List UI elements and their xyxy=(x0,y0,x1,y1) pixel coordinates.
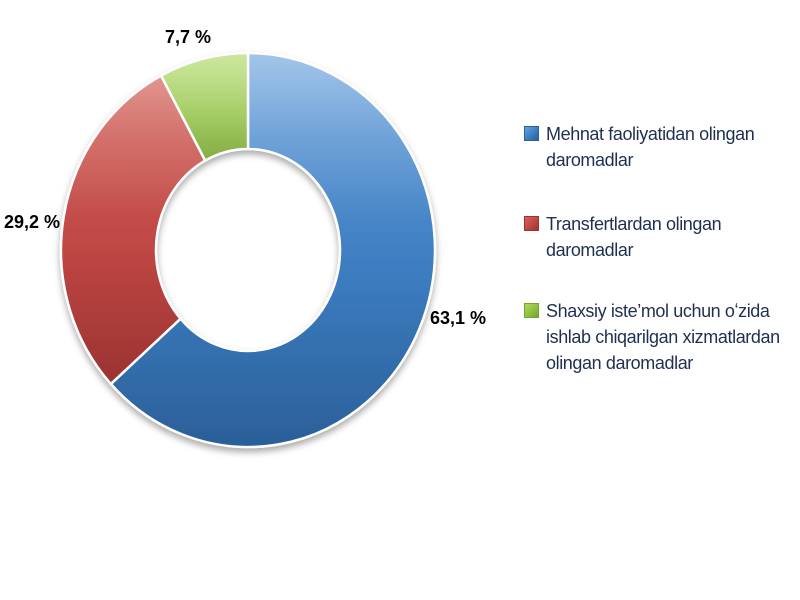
legend-line: daromadlar xyxy=(546,240,634,260)
legend-line: Transfertlardan olingan xyxy=(546,214,722,234)
legend-line: ishlab chiqarilgan xizmatlardan xyxy=(546,327,780,347)
legend-line: daromadlar xyxy=(546,150,634,170)
legend-line: olingan daromadlar xyxy=(546,353,693,373)
slice-label-shaxsiy-istemol: 7,7 % xyxy=(165,27,212,47)
legend-line: Mehnat faoliyatidan olingan xyxy=(546,124,755,144)
legend-marker-red-icon xyxy=(524,216,539,231)
slice-label-transfertlardan: 29,2 % xyxy=(4,212,61,232)
slice-label-mehnat-faoliyatidan: 63,1 % xyxy=(430,308,487,328)
legend-marker-blue-icon xyxy=(524,126,539,141)
legend-line: Shaxsiy iste’mol uchun oʻzida xyxy=(546,301,770,321)
gloss-highlight xyxy=(61,53,435,447)
legend-item-transfertlardan: Transfertlardan olingan daromadlar xyxy=(524,211,722,263)
legend-marker-green-icon xyxy=(524,303,539,318)
legend-item-shaxsiy-istemol: Shaxsiy iste’mol uchun oʻzida ishlab chi… xyxy=(524,298,780,376)
legend-item-mehnat-faoliyatidan: Mehnat faoliyatidan olingan daromadlar xyxy=(524,121,755,173)
